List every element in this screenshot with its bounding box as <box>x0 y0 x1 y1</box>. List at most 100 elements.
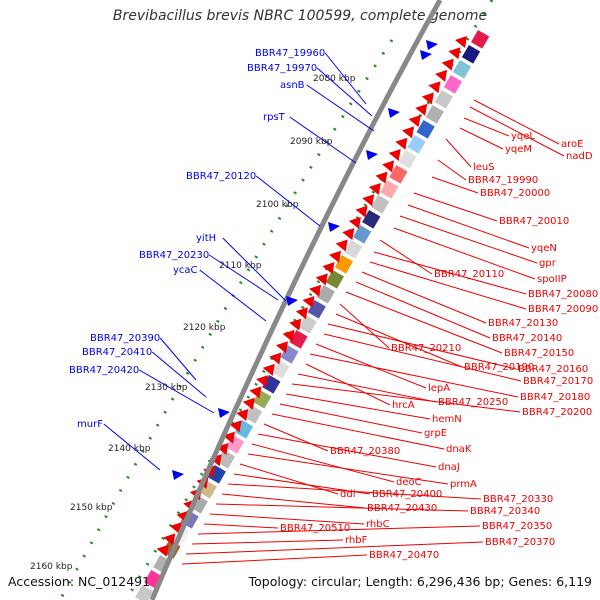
reverse-gene-connector <box>181 554 368 565</box>
reverse-gene-arrow <box>348 216 361 229</box>
reverse-gene-label: hemN <box>432 414 462 425</box>
forward-gene-arrow <box>286 296 298 306</box>
forward-gene-connector <box>208 254 279 301</box>
reverse-gene-label: BBR47_20200 <box>522 407 592 418</box>
reverse-gene-arrow <box>401 126 414 139</box>
map-title: Brevibacillus brevis NBRC 100599, comple… <box>112 8 488 24</box>
forward-gene-label: asnB <box>280 80 305 91</box>
forward-gene-label: BBR47_20230 <box>139 250 209 261</box>
forward-gene-connector <box>103 423 161 471</box>
reverse-gene-label: BBR47_20140 <box>492 333 562 344</box>
reverse-gene-arrow <box>315 273 328 286</box>
feature-block <box>443 75 463 94</box>
reverse-gene-arrow <box>448 47 461 60</box>
feature-block <box>135 585 154 600</box>
reverse-gene-connector <box>469 106 565 157</box>
reverse-gene-label: BBR47_20250 <box>438 397 508 408</box>
reverse-gene-label: rhbC <box>366 519 390 530</box>
reverse-gene-label: rhbF <box>345 535 368 546</box>
reverse-gene-connector <box>209 513 365 525</box>
forward-gene-arrow <box>366 150 378 160</box>
reverse-gene-arrow <box>368 182 381 195</box>
feature-block <box>461 45 481 64</box>
feature-block <box>425 105 444 124</box>
reverse-gene-connector <box>291 383 521 413</box>
feature-block <box>389 165 408 184</box>
reverse-gene-connector <box>361 271 487 324</box>
reverse-gene-connector <box>413 192 498 222</box>
reverse-gene-connector <box>369 261 527 310</box>
reverse-gene-label: BBR47_19990 <box>468 175 538 186</box>
reverse-gene-arrow <box>289 318 302 331</box>
forward-gene-label: BBR47_20410 <box>82 347 152 358</box>
reverse-gene-arrow <box>415 103 428 116</box>
reverse-gene-label: BBR47_20190 <box>464 362 534 373</box>
reverse-gene-label: BBR47_20210 <box>391 343 461 354</box>
reverse-gene-connector <box>373 251 527 295</box>
reverse-gene-connector <box>345 291 503 354</box>
forward-gene-arrow <box>426 40 438 50</box>
reverse-gene-label: yqeN <box>531 243 557 254</box>
feature-block <box>371 195 390 214</box>
reverse-gene-arrow <box>262 363 275 376</box>
reverse-gene-arrow <box>295 307 308 320</box>
reverse-gene-label: dnaK <box>446 444 472 455</box>
reverse-gene-label: dnaJ <box>438 462 460 473</box>
reverse-gene-label: yqeL <box>511 131 535 142</box>
reverse-gene-connector <box>437 159 467 181</box>
forward-gene-connector <box>138 369 215 414</box>
reverse-gene-arrow <box>329 250 342 263</box>
reverse-gene-arrow <box>428 81 441 94</box>
accession-label: Accession: NC_012491 <box>8 574 151 589</box>
feature-block <box>271 360 290 379</box>
forward-gene-label: BBR47_20420 <box>69 365 139 376</box>
forward-gene-label: BBR47_20390 <box>90 333 160 344</box>
forward-gene-connector <box>199 269 267 322</box>
reverse-gene-label: BBR47_20370 <box>485 537 555 548</box>
feature-block <box>244 405 263 424</box>
reverse-gene-arrow <box>421 92 434 105</box>
feature-block <box>343 239 363 259</box>
reverse-gene-label: BBR47_20090 <box>528 304 598 315</box>
reverse-gene-arrow <box>156 544 169 557</box>
reverse-gene-label: aroE <box>561 139 583 150</box>
tick-label: 2100 kbp <box>256 200 299 210</box>
reverse-gene-connector <box>285 393 431 420</box>
reverse-gene-label: BBR47_20430 <box>367 503 437 514</box>
tick-label: 2110 kbp <box>219 261 262 271</box>
reverse-gene-arrow <box>242 397 255 410</box>
reverse-gene-connector <box>323 333 522 382</box>
forward-gene-connector <box>151 351 207 398</box>
reverse-gene-label: hrcA <box>392 400 415 411</box>
reverse-gene-label: deoC <box>396 477 422 488</box>
reverse-gene-connector <box>263 423 329 452</box>
reverse-gene-arrow <box>249 386 262 399</box>
reverse-gene-arrow <box>309 284 322 297</box>
feature-block <box>471 29 490 49</box>
reverse-gene-label: nadD <box>566 151 593 162</box>
feature-block <box>325 270 344 289</box>
reverse-gene-label: BBR47_20160 <box>518 364 588 375</box>
genome-backbone <box>149 0 443 600</box>
reverse-gene-arrow <box>322 262 335 275</box>
reverse-gene-connector <box>203 523 279 529</box>
reverse-gene-connector <box>327 323 517 370</box>
reverse-gene-label: spoIIP <box>537 274 567 285</box>
reverse-gene-label: BBR47_20350 <box>482 521 552 532</box>
tick-label: 2120 kbp <box>183 323 226 333</box>
reverse-gene-label: prmA <box>450 479 477 490</box>
reverse-gene-connector <box>271 413 445 450</box>
reverse-gene-label: BBR47_20330 <box>483 494 553 505</box>
reverse-gene-arrow <box>256 375 269 388</box>
reverse-gene-connector <box>279 403 423 434</box>
reverse-gene-label: grpE <box>424 428 447 439</box>
reverse-gene-label: BBR47_20150 <box>504 348 574 359</box>
reverse-gene-arrow <box>388 149 401 162</box>
reverse-gene-connector <box>355 281 491 339</box>
feature-block <box>407 135 426 154</box>
reverse-gene-label: BBR47_20130 <box>488 318 558 329</box>
feature-block <box>289 330 308 349</box>
forward-gene-arrow <box>218 408 230 418</box>
feature-block <box>398 149 417 169</box>
